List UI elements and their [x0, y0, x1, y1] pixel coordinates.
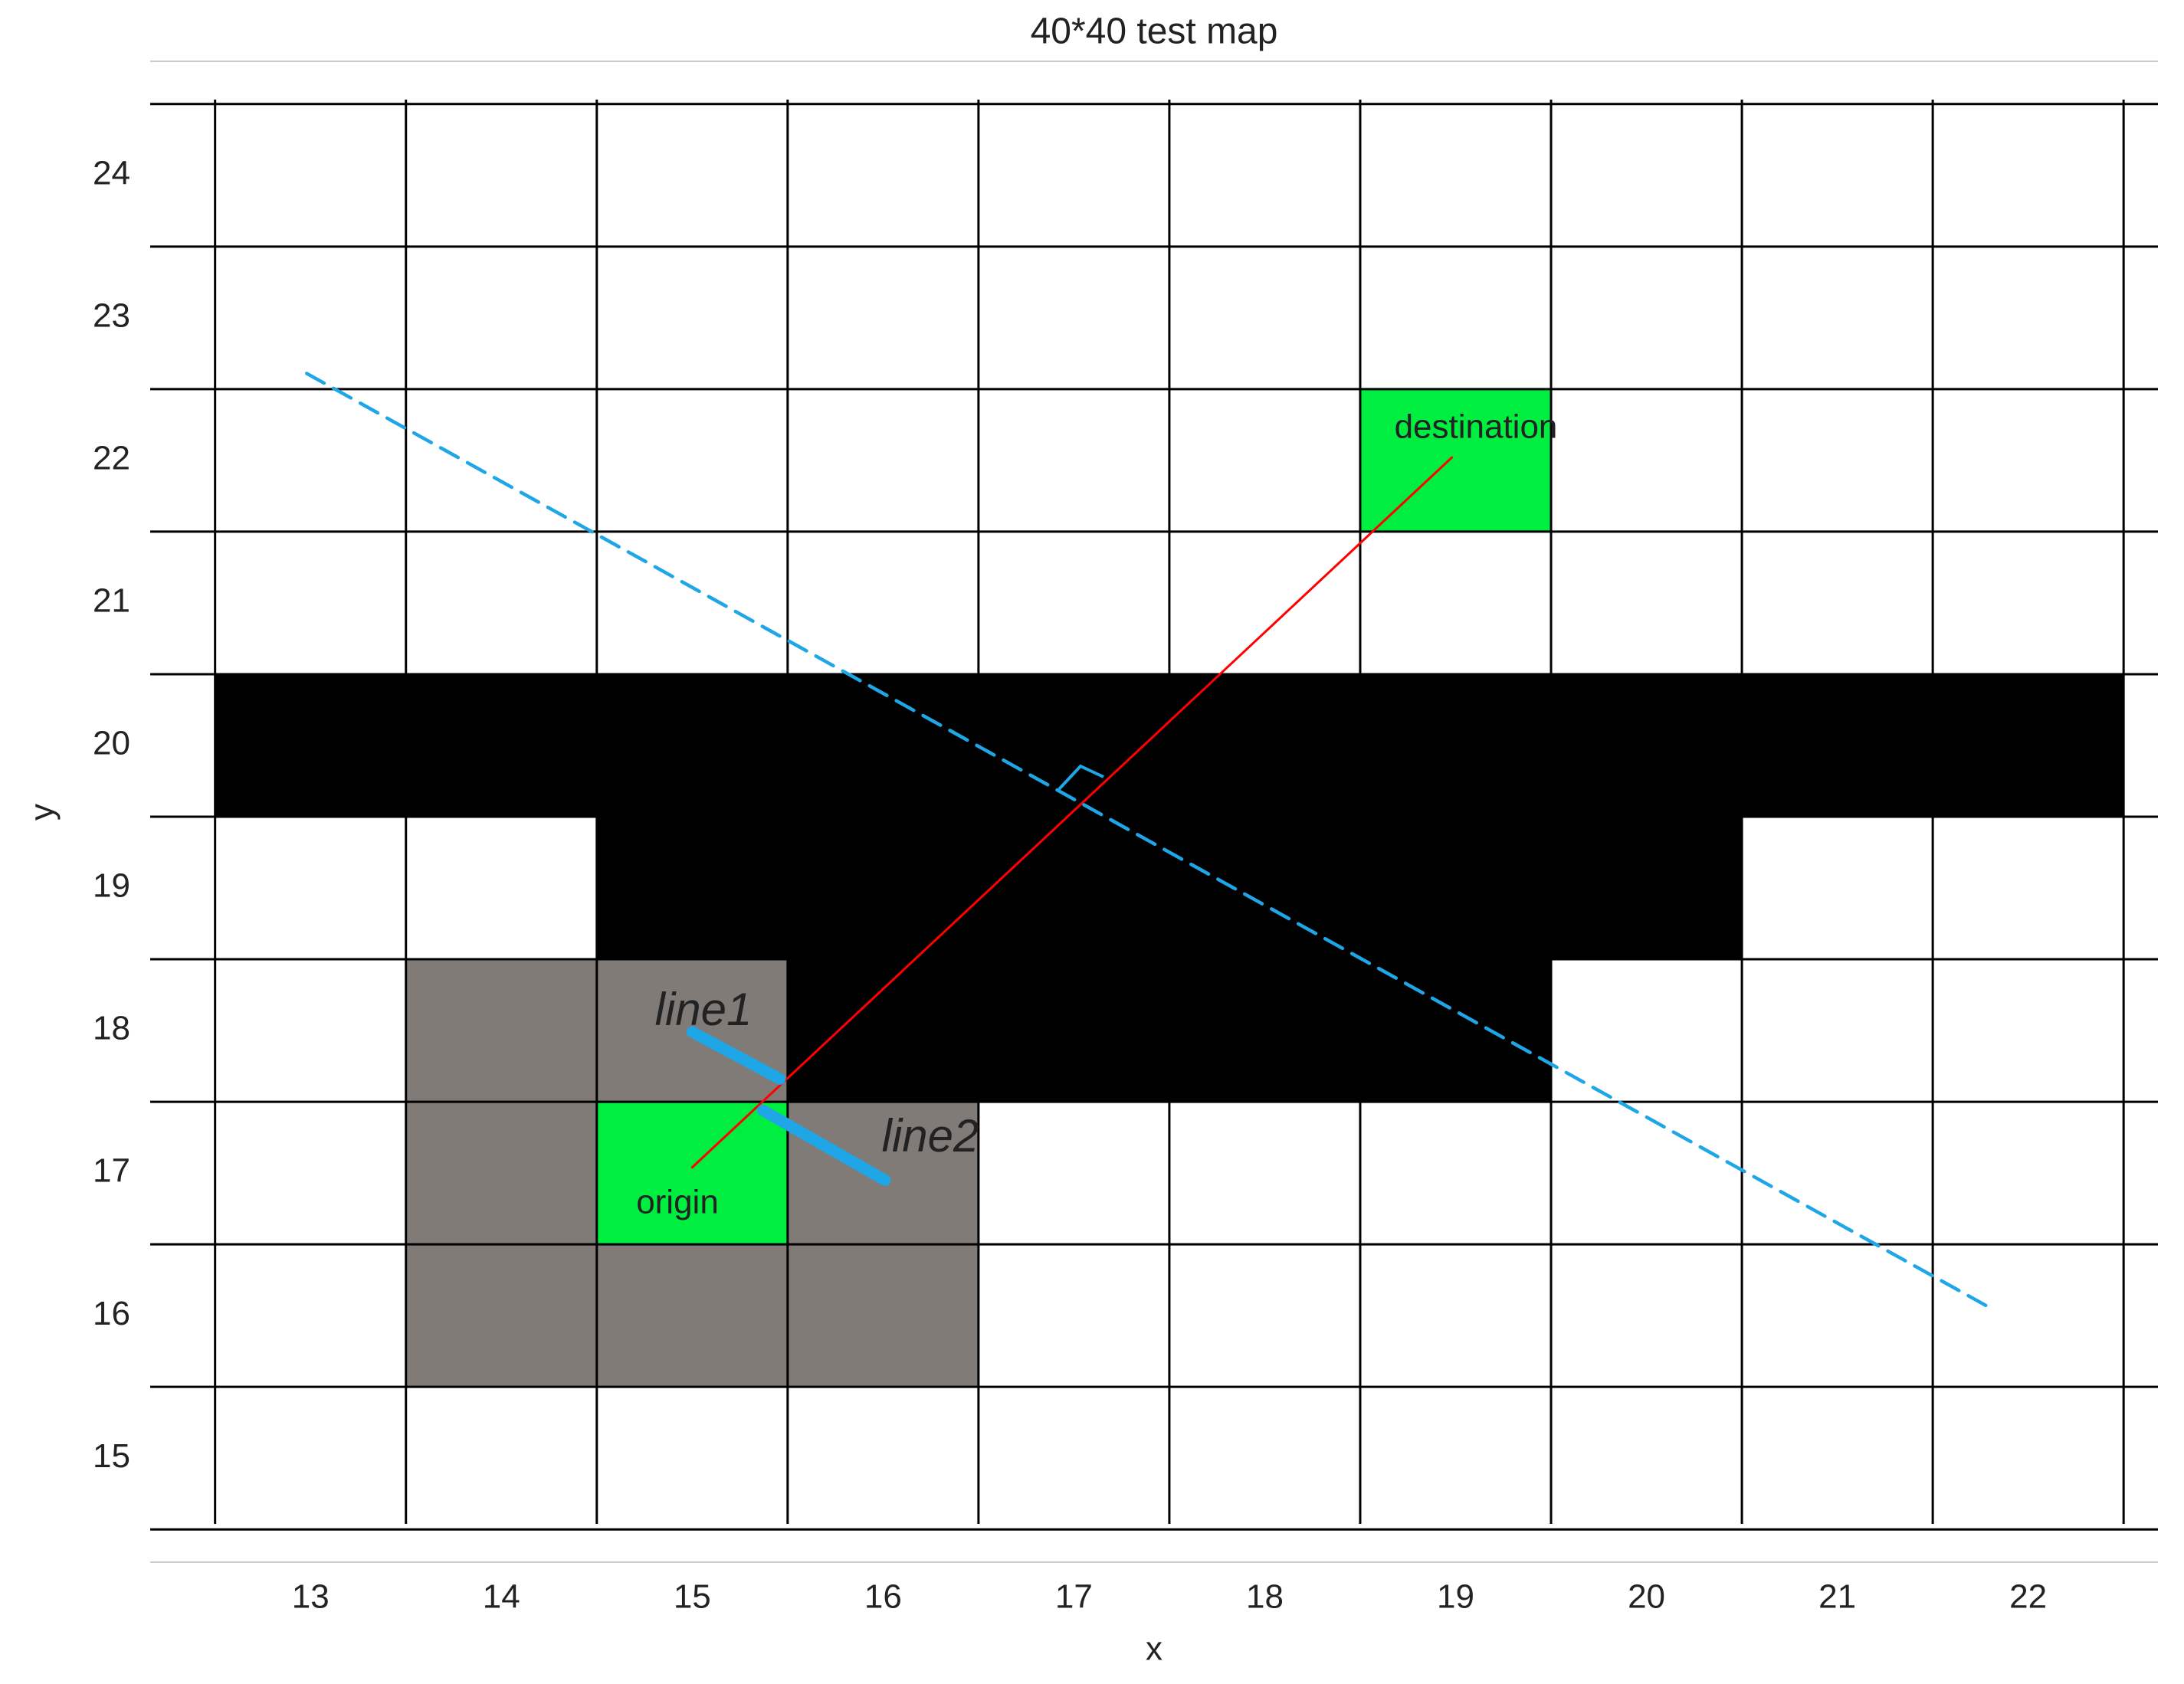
cell [978, 673, 1169, 817]
cell [1169, 673, 1360, 817]
x-tick-label: 16 [864, 1578, 902, 1616]
cell [405, 673, 597, 817]
y-tick-label: 15 [93, 1437, 130, 1475]
cell [1933, 673, 2124, 817]
x-tick-label: 13 [292, 1578, 330, 1616]
x-tick-label: 19 [1437, 1578, 1474, 1616]
y-tick-label: 17 [93, 1152, 130, 1190]
line [686, 1026, 786, 1085]
cell [1169, 959, 1360, 1102]
cell [596, 673, 788, 817]
x-tick-label: 15 [674, 1578, 711, 1616]
labels: line1 line2 origin destination [636, 408, 1557, 1221]
cell [405, 959, 597, 1102]
lines [304, 372, 1989, 1308]
cell [978, 817, 1169, 960]
cell [1359, 388, 1552, 532]
x-tick-label: 18 [1246, 1578, 1284, 1616]
x-tick-label: 17 [1055, 1578, 1093, 1616]
y-tick-label: 18 [93, 1010, 130, 1047]
cell [1359, 673, 1552, 817]
cell [787, 673, 979, 817]
x-tick-label: 14 [483, 1578, 520, 1616]
cell [1742, 673, 1933, 817]
x-tick-label: 22 [2009, 1578, 2047, 1616]
cell [215, 673, 406, 817]
cells [215, 388, 2124, 1387]
annotation: destination [1395, 408, 1558, 446]
y-tick-label: 21 [93, 582, 130, 620]
x-tick-label: 21 [1818, 1578, 1856, 1616]
y-tick-label: 23 [93, 297, 130, 334]
cell [1551, 817, 1743, 960]
cell [787, 817, 979, 960]
y-tick-label: 20 [93, 725, 130, 762]
cell [405, 1244, 597, 1387]
cell [1551, 673, 1743, 817]
right-angle-marker [1058, 764, 1104, 791]
cell [1359, 959, 1552, 1102]
cell [596, 1102, 788, 1245]
cell [596, 817, 788, 960]
y-axis-label: y [24, 804, 61, 821]
x-axis-label: x [1146, 1630, 1163, 1668]
line [304, 372, 1989, 1308]
grid [150, 61, 2158, 1563]
cell [1169, 817, 1360, 960]
y-tick-label: 19 [93, 867, 130, 905]
annotation: origin [636, 1184, 719, 1221]
annotation: line2 [882, 1110, 979, 1161]
y-tick-label: 22 [93, 440, 130, 477]
cell [405, 1102, 597, 1245]
line [690, 456, 1454, 1169]
cell [787, 959, 979, 1102]
line [756, 1104, 891, 1186]
y-tick-label: 24 [93, 154, 130, 192]
chart-title: 40*40 test map [1031, 11, 1278, 52]
cell [596, 1244, 788, 1387]
annotation: line1 [655, 984, 753, 1035]
y-tick-label: 16 [93, 1295, 130, 1332]
cell [1359, 817, 1552, 960]
cell [978, 959, 1169, 1102]
cell [787, 1244, 979, 1387]
x-tick-label: 20 [1628, 1578, 1665, 1616]
